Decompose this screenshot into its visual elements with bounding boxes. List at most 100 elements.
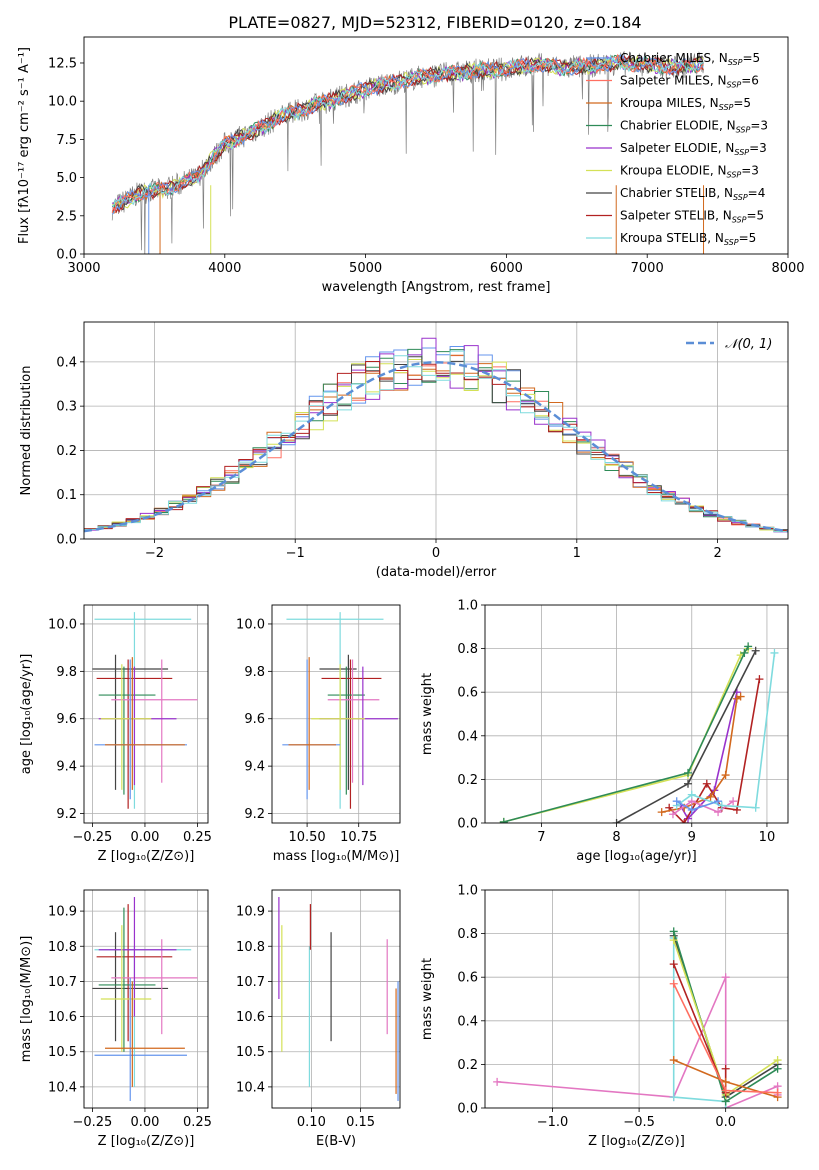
y-tick-label: 0.2 xyxy=(457,773,478,788)
x-tick-label: 0.25 xyxy=(183,1115,212,1130)
y-tick-label: 10.9 xyxy=(236,905,265,920)
y-tick-label: 9.4 xyxy=(244,760,265,775)
legend-label: Kroupa ELODIE, NSSP=3 xyxy=(620,164,759,180)
weight-marker xyxy=(499,817,508,823)
x-tick-label: 6000 xyxy=(490,261,523,276)
panel-mass_vs_z: −0.25 0.00 0.25 10.4 10.5 10.6 10.7 10.8 10.9 Z [… xyxy=(19,889,212,1149)
y-tick-label: 0.0 xyxy=(56,248,77,263)
plot-area xyxy=(84,605,208,823)
weight-marker xyxy=(706,792,715,801)
y-tick-label: 10.9 xyxy=(48,905,77,920)
panel-residuals: −2 −1 0 1 2 0.0 0.1 0.2 0.3 0.4 (data-model)/error… xyxy=(19,321,789,580)
weight-line xyxy=(672,800,734,815)
histogram-kroupa_elodie xyxy=(84,359,788,532)
weight-marker xyxy=(744,642,753,651)
y-tick-label: 10.8 xyxy=(48,940,77,955)
legend-label: Chabrier STELIB, NSSP=4 xyxy=(620,186,765,202)
weight-marker xyxy=(773,1088,782,1097)
y-tick-label: 0.0 xyxy=(457,1102,478,1117)
weight-marker xyxy=(669,936,678,945)
y-tick-label: 0.0 xyxy=(457,817,478,832)
legend-label: Salpeter STELIB, NSSP=5 xyxy=(620,209,764,225)
weight-marker xyxy=(657,808,666,817)
weight-line xyxy=(503,646,749,823)
observed-spectrum-line xyxy=(111,50,704,254)
plot-area xyxy=(485,605,788,823)
weight-marker xyxy=(729,797,738,806)
y-tick-label: 0.8 xyxy=(457,642,478,657)
x-axis-label: (data-model)/error xyxy=(376,565,497,580)
legend-label: Chabrier MILES, NSSP=5 xyxy=(620,51,760,67)
weight-marker xyxy=(721,771,730,780)
weight-marker xyxy=(684,768,693,777)
y-tick-label: 9.6 xyxy=(56,712,77,727)
axes-frame xyxy=(271,889,401,1109)
weight-marker xyxy=(770,648,779,657)
y-tick-label: 10.8 xyxy=(236,940,265,955)
weight-marker xyxy=(717,801,726,810)
panel-age_vs_mass: 10.50 10.75 9.2 9.4 9.6 9.8 10.0 mass [log₁₀(M/… xyxy=(236,604,401,864)
y-tick-label: 10.4 xyxy=(48,1080,77,1095)
y-axis-label: mass weight xyxy=(420,958,435,1040)
y-tick-label: 0.0 xyxy=(56,533,77,548)
axes-frame xyxy=(484,604,789,824)
x-tick-label: 7 xyxy=(537,830,545,845)
weight-marker xyxy=(714,797,723,806)
y-tick-label: 0.8 xyxy=(457,927,478,942)
weight-marker xyxy=(702,779,711,788)
x-tick-label: 1 xyxy=(573,546,581,561)
axes-frame xyxy=(83,604,209,824)
y-tick-label: 9.2 xyxy=(56,807,77,822)
legend-label: Kroupa STELIB, NSSP=5 xyxy=(620,231,756,247)
x-tick-label: 0.0 xyxy=(715,1115,736,1130)
y-tick-label: 10.4 xyxy=(236,1080,265,1095)
x-axis-label: age [log₁₀(age/yr)] xyxy=(576,849,697,864)
y-tick-label: 0.6 xyxy=(457,686,478,701)
weight-marker xyxy=(680,819,689,823)
y-tick-label: 1.0 xyxy=(457,884,478,899)
axes-frame xyxy=(83,36,789,255)
y-tick-label: 10.0 xyxy=(48,95,77,110)
y-tick-label: 9.6 xyxy=(244,712,265,727)
weight-marker xyxy=(669,979,678,988)
x-tick-label: 0 xyxy=(432,546,440,561)
x-tick-label: 0.00 xyxy=(130,830,159,845)
y-tick-label: 0.1 xyxy=(56,488,77,503)
weight-marker xyxy=(773,1064,782,1073)
y-tick-label: 0.2 xyxy=(56,444,77,459)
legend-label: Salpeter MILES, NSSP=6 xyxy=(620,74,759,90)
x-tick-label: 3000 xyxy=(67,261,100,276)
y-tick-label: 9.2 xyxy=(244,807,265,822)
weight-marker xyxy=(672,797,681,806)
y-tick-label: 10.5 xyxy=(48,1045,77,1060)
panel-mass_vs_ebv: 0.10 0.15 10.4 10.5 10.6 10.7 10.8 10.9 E(B-V) xyxy=(236,889,401,1149)
x-tick-label: 0.25 xyxy=(183,830,212,845)
y-tick-label: 2.5 xyxy=(56,209,77,224)
weight-marker xyxy=(684,779,693,788)
weight-marker xyxy=(721,973,730,982)
weight-marker xyxy=(668,810,677,819)
weight-marker xyxy=(493,1077,502,1086)
legend-label: 𝒩(0, 1) xyxy=(725,337,772,352)
y-tick-label: 5.0 xyxy=(56,171,77,186)
plot-area xyxy=(84,890,208,1108)
x-tick-label: −1.0 xyxy=(537,1115,569,1130)
x-axis-label: Z [log₁₀(Z/Z⊙)] xyxy=(98,1134,195,1149)
panel-weight_vs_z: −1.0 −0.5 0.0 0.0 0.2 0.4 0.6 0.8 1.0 Z [log₁₀(Z/… xyxy=(420,884,789,1149)
y-axis-label: Normed distribution xyxy=(19,366,34,496)
y-tick-label: 0.2 xyxy=(457,1058,478,1073)
y-tick-label: 9.4 xyxy=(56,760,77,775)
axes-frame xyxy=(83,321,789,540)
legend: 𝒩(0, 1) xyxy=(686,337,772,352)
histogram-kroupa_stelib xyxy=(84,350,788,533)
y-tick-label: 10.0 xyxy=(236,617,265,632)
weight-marker xyxy=(687,805,696,814)
weight-marker xyxy=(773,1056,782,1065)
plot-area xyxy=(111,50,705,254)
model-line-kroupa_stelib xyxy=(111,54,704,208)
gaussian-reference-line xyxy=(84,361,788,533)
x-axis-label: E(B-V) xyxy=(316,1134,356,1149)
y-tick-label: 10.6 xyxy=(48,1010,77,1025)
x-axis-label: Z [log₁₀(Z/Z⊙)] xyxy=(588,1134,685,1149)
weight-marker xyxy=(612,819,621,823)
